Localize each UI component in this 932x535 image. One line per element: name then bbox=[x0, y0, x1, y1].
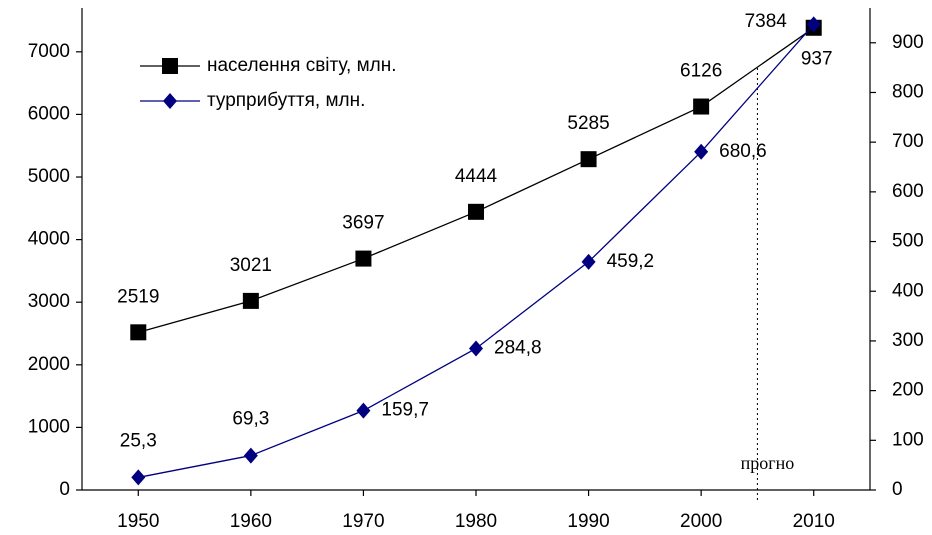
x-tick-label: 1980 bbox=[455, 511, 497, 532]
legend-label: турприбуття, млн. bbox=[207, 90, 365, 111]
y-tick-label: 1000 bbox=[28, 416, 70, 437]
data-label: 25,3 bbox=[120, 430, 157, 451]
data-label: 69,3 bbox=[232, 409, 269, 430]
x-tick-label: 1950 bbox=[117, 511, 159, 532]
legend-label: населення світу, млн. bbox=[207, 55, 397, 76]
x-tick-label: 2000 bbox=[680, 511, 722, 532]
y-tick-label: 6000 bbox=[28, 103, 70, 124]
y2-tick-label: 400 bbox=[892, 280, 924, 301]
data-label: 159,7 bbox=[381, 400, 429, 421]
marker bbox=[694, 143, 709, 160]
y2-tick-label: 200 bbox=[892, 380, 924, 401]
marker bbox=[580, 151, 597, 168]
marker bbox=[581, 253, 596, 270]
marker bbox=[355, 250, 372, 267]
data-label: 3021 bbox=[230, 255, 272, 276]
y2-tick-label: 600 bbox=[892, 181, 924, 202]
y2-tick-label: 800 bbox=[892, 81, 924, 102]
x-tick-label: 1970 bbox=[342, 511, 384, 532]
data-label: 284,8 bbox=[494, 337, 542, 358]
y2-tick-label: 900 bbox=[892, 32, 924, 53]
y-tick-label: 7000 bbox=[28, 41, 70, 62]
y2-tick-label: 300 bbox=[892, 330, 924, 351]
y-tick-label: 2000 bbox=[28, 354, 70, 375]
x-tick-label: 1960 bbox=[230, 511, 272, 532]
annotation: прогно bbox=[741, 453, 795, 473]
y-tick-label: 4000 bbox=[28, 229, 70, 250]
y2-tick-label: 100 bbox=[892, 429, 924, 450]
data-label: 5285 bbox=[567, 113, 609, 134]
data-label: 4444 bbox=[455, 166, 498, 187]
marker bbox=[693, 98, 710, 115]
y-tick-label: 5000 bbox=[28, 166, 70, 187]
data-label: 6126 bbox=[680, 61, 722, 82]
marker bbox=[806, 16, 821, 33]
y2-tick-label: 700 bbox=[892, 131, 924, 152]
data-label: 459,2 bbox=[607, 251, 655, 272]
marker bbox=[243, 447, 258, 464]
data-label: 680,6 bbox=[719, 141, 767, 162]
y2-tick-label: 0 bbox=[892, 479, 903, 500]
marker bbox=[469, 340, 483, 357]
marker bbox=[131, 469, 146, 486]
data-label: 937 bbox=[801, 48, 833, 69]
marker bbox=[162, 58, 178, 74]
x-tick-label: 1990 bbox=[567, 511, 609, 532]
data-label: 7384 bbox=[745, 11, 788, 32]
marker bbox=[468, 203, 484, 220]
marker bbox=[163, 93, 177, 109]
marker bbox=[242, 292, 259, 309]
y-tick-label: 0 bbox=[59, 479, 70, 500]
data-label: 2519 bbox=[117, 286, 159, 307]
y2-tick-label: 500 bbox=[892, 231, 924, 252]
y-tick-label: 3000 bbox=[28, 291, 70, 312]
marker bbox=[130, 324, 147, 341]
x-tick-label: 2010 bbox=[793, 511, 835, 532]
data-label: 3697 bbox=[342, 213, 384, 234]
marker bbox=[356, 402, 371, 419]
